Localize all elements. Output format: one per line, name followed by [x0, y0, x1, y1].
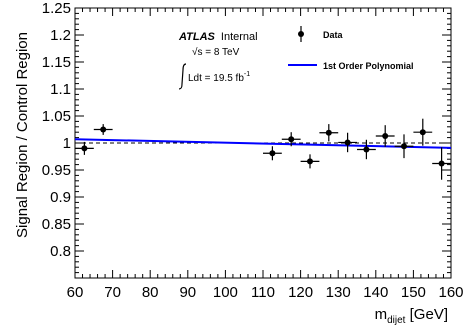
x-tick-label: 100 [213, 284, 238, 301]
x-tick-label: 110 [251, 284, 275, 301]
data-point [338, 132, 357, 153]
x-tick-label: 70 [104, 284, 121, 301]
data-point [413, 118, 433, 146]
data-point-marker [401, 143, 407, 150]
data-point [357, 139, 376, 160]
svg-text:ATLAS Internal: ATLAS Internal [178, 31, 258, 43]
y-tick-label: 1.1 [50, 81, 71, 98]
data-point-marker [382, 132, 389, 139]
lumi-label: Ldt = 19.5 fb [188, 73, 244, 84]
plot-layer [74, 118, 452, 180]
y-tick-label: 0.9 [50, 189, 71, 206]
legend-entry-data: Data [298, 26, 344, 42]
data-point-marker [269, 150, 276, 157]
data-point [375, 125, 395, 147]
data-point [281, 132, 301, 147]
y-tick-label: 0.85 [42, 216, 71, 233]
x-tick-label: 140 [363, 284, 388, 301]
y-tick-label: 1.15 [42, 54, 71, 71]
x-axis-title-unit: [GeV] [405, 306, 448, 323]
x-tick-label: 60 [67, 284, 84, 301]
data-point [319, 124, 339, 142]
y-tick-label: 0.8 [50, 243, 71, 260]
integral-sign-icon [178, 63, 187, 90]
legend-data-label: Data [323, 30, 344, 40]
x-tick-label: 160 [438, 284, 463, 301]
data-point-marker [288, 136, 295, 143]
data-point-marker [325, 129, 332, 136]
y-tick-label: 1.05 [42, 108, 71, 125]
x-axis-title-main: m [375, 306, 388, 323]
lumi-exponent: -1 [244, 71, 250, 78]
data-point-marker [307, 158, 313, 165]
y-tick-label: 1 [63, 135, 71, 152]
x-tick-label: 90 [179, 284, 196, 301]
x-axis-title: mdijet [GeV] [375, 306, 448, 326]
y-tick-label: 1.2 [50, 27, 71, 44]
x-tick-label: 130 [326, 284, 351, 301]
data-point-marker [363, 146, 370, 153]
y-axis-title: Signal Region / Control Region [14, 32, 31, 238]
x-tick-label: 150 [401, 284, 426, 301]
data-point [394, 134, 414, 159]
data-point [75, 141, 94, 155]
data-point [432, 147, 451, 180]
fit-line [74, 138, 452, 149]
data-point-marker [438, 160, 445, 167]
legend: Data 1st Order Polynomial [288, 26, 414, 71]
data-point-marker [100, 126, 107, 133]
legend-data-marker [298, 31, 304, 37]
data-point [263, 146, 282, 161]
y-tick-label: 1.25 [42, 0, 71, 17]
data-point-marker [81, 145, 88, 152]
svg-text:Ldt = 19.5 fb-1: Ldt = 19.5 fb-1 [188, 71, 250, 84]
legend-fit-label: 1st Order Polynomial [323, 61, 414, 71]
x-tick-label: 80 [142, 284, 159, 301]
status-label: Internal [221, 31, 258, 43]
data-point-marker [419, 129, 426, 136]
data-point-marker [344, 139, 351, 146]
data-point [300, 154, 320, 169]
atlas-annotation: ATLAS Internal √s = 8 TeV Ldt = 19.5 fb-… [178, 31, 258, 90]
axes-layer: 60 70 80 90 100 110 120 130 140 150 160 0.8 0.85 0.9 0… [42, 0, 464, 301]
experiment-label: ATLAS [178, 31, 216, 43]
x-tick-label: 120 [288, 284, 313, 301]
legend-entry-fit: 1st Order Polynomial [288, 61, 414, 71]
energy-label: √s = 8 TeV [192, 46, 240, 58]
y-tick-label: 0.95 [42, 162, 71, 179]
x-axis-title-subscript: dijet [387, 315, 406, 326]
data-point [93, 124, 113, 135]
